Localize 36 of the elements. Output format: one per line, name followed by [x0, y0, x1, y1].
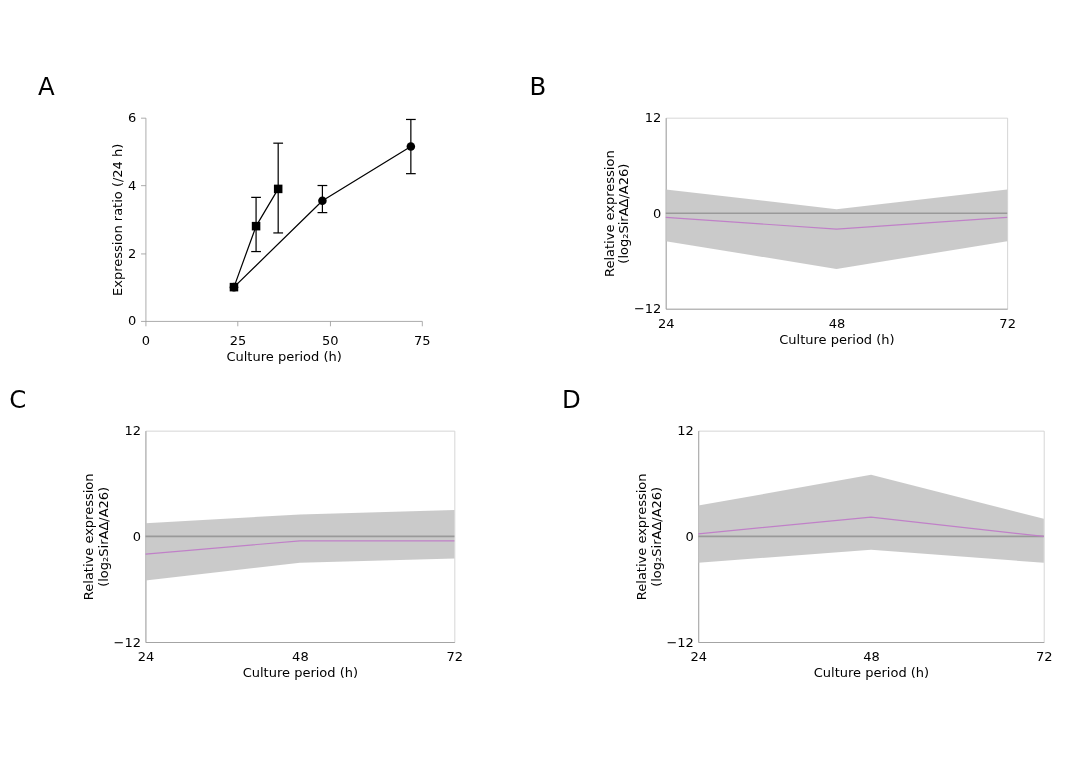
- y-tick-label: −12: [113, 634, 142, 650]
- y-tick-label: 2: [127, 245, 137, 261]
- y-tick-label: −12: [666, 634, 694, 650]
- x-tick-label: 48: [863, 649, 880, 665]
- x-tick-label: 50: [321, 332, 339, 348]
- x-tick-label: 48: [828, 315, 846, 331]
- y-tick-label: −12: [633, 301, 662, 317]
- y-tick-label: 0: [653, 205, 662, 221]
- x-tick-label: 48: [292, 649, 309, 665]
- x-tick-label: 72: [1035, 649, 1053, 665]
- chart-title: D: [561, 384, 581, 414]
- chart-title: C: [9, 384, 27, 414]
- x-axis-title: Culture period (h): [813, 665, 930, 681]
- x-axis-title: Culture period (h): [779, 332, 895, 348]
- y-tick-label: 12: [124, 423, 142, 439]
- y-tick-label: 4: [127, 177, 137, 193]
- x-tick-label: 72: [446, 649, 464, 665]
- x-tick-label: 24: [657, 315, 675, 331]
- x-tick-label: 25: [229, 332, 247, 348]
- y-tick-label: 12: [644, 110, 662, 126]
- y-axis-title: Relative expression (log₂SirAΔ/A26): [601, 150, 632, 278]
- x-axis-title: Culture period (h): [242, 665, 359, 681]
- chart-title: B: [529, 72, 547, 102]
- x-tick-label: 24: [690, 649, 707, 665]
- x-tick-label: 72: [999, 315, 1016, 331]
- y-tick-label: 0: [685, 528, 694, 544]
- x-tick-label: 24: [137, 649, 155, 665]
- y-tick-label: 6: [127, 110, 137, 126]
- y-axis-title: Expression ratio (/24 h): [110, 143, 126, 296]
- y-tick-label: 12: [677, 423, 694, 439]
- y-axis-title: Relative expression (log₂SirAΔ/A26): [81, 473, 111, 601]
- x-axis-title: Culture period (h): [226, 349, 342, 365]
- chart-title: A: [38, 72, 56, 102]
- y-axis-title: Relative expression (log₂SirAΔ/A26): [634, 473, 664, 601]
- x-tick-label: 75: [414, 332, 431, 348]
- y-tick-label: 0: [132, 528, 142, 544]
